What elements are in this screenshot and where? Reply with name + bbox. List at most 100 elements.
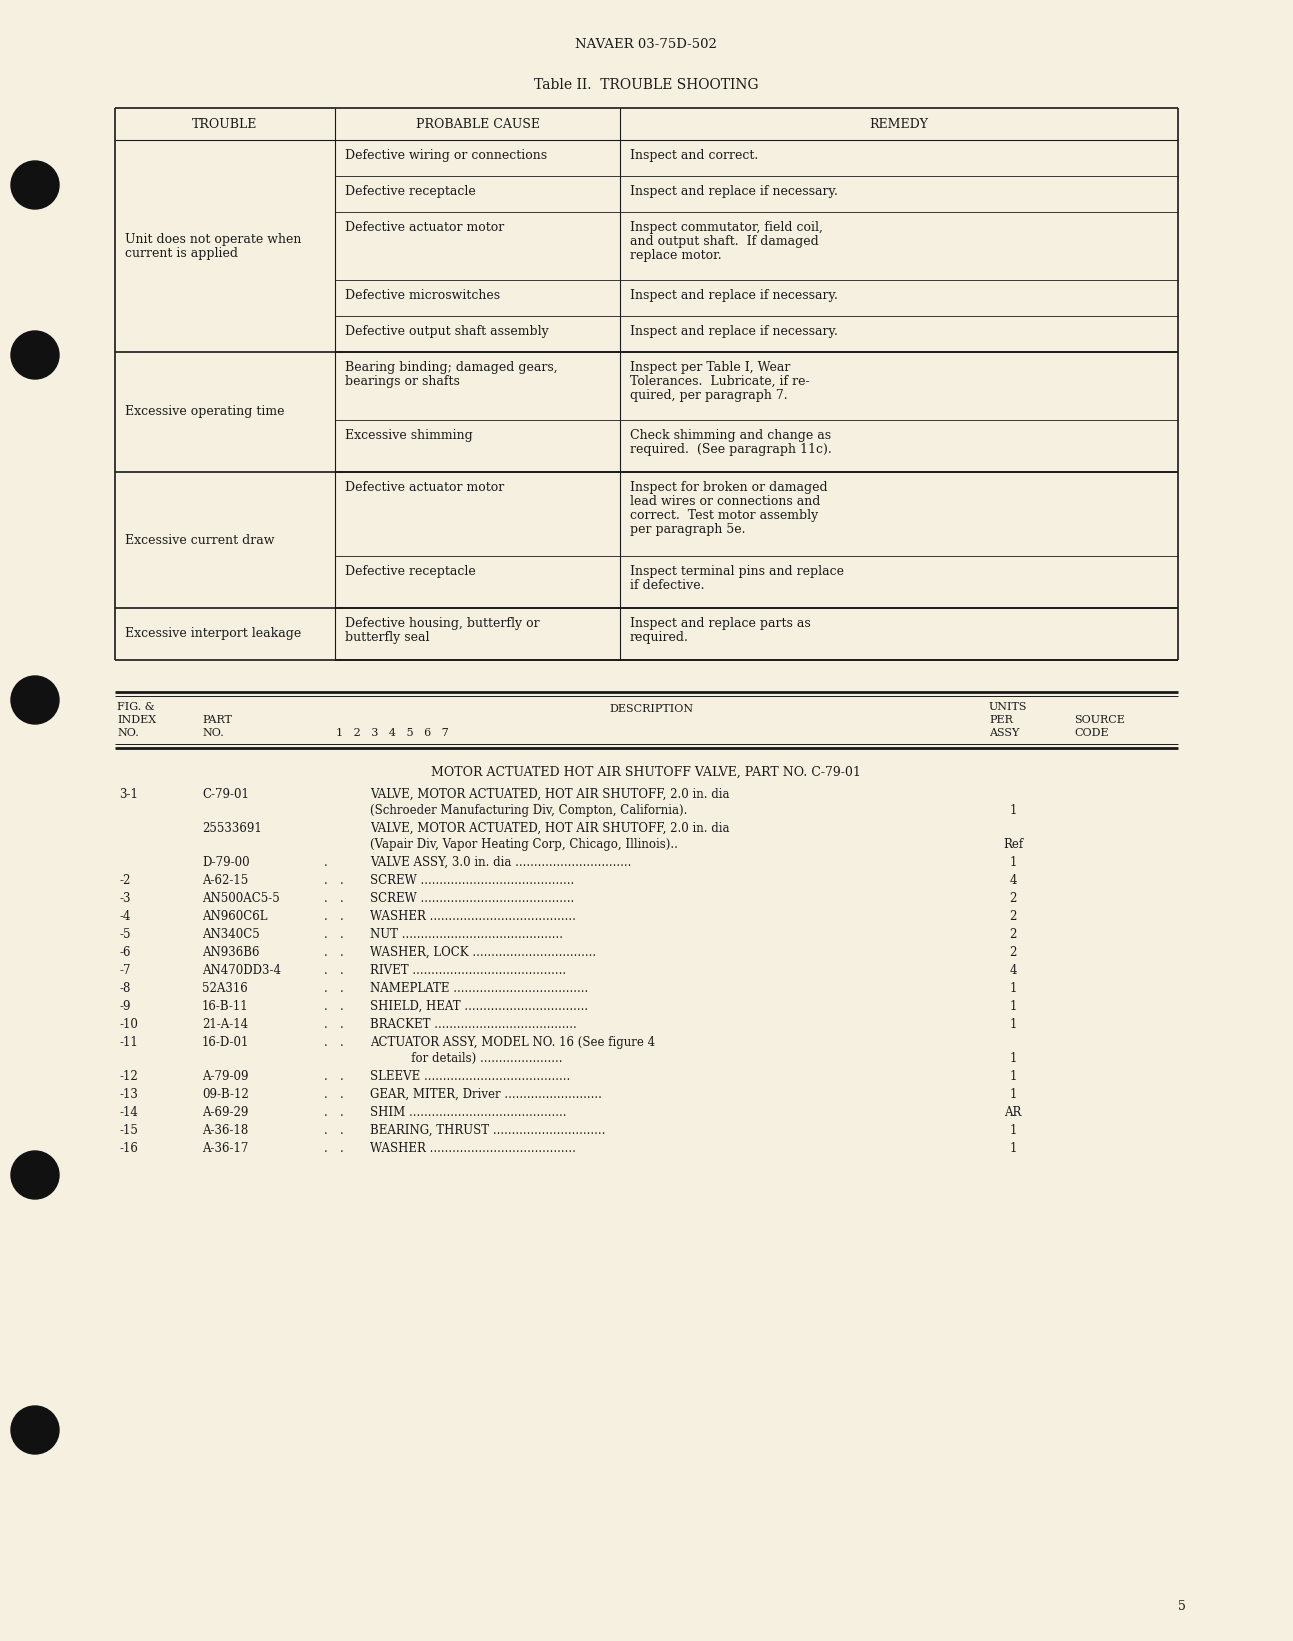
Text: per paragraph 5e.: per paragraph 5e. <box>630 523 746 537</box>
Text: .: . <box>325 1070 327 1083</box>
Text: FIG. &: FIG. & <box>116 702 155 712</box>
Text: NAVAER 03-75D-502: NAVAER 03-75D-502 <box>575 38 716 51</box>
Text: Check shimming and change as: Check shimming and change as <box>630 428 831 441</box>
Circle shape <box>12 161 59 208</box>
Text: D-79-00: D-79-00 <box>202 857 250 870</box>
Text: -7: -7 <box>119 963 131 976</box>
Text: 1: 1 <box>1010 1142 1016 1155</box>
Text: .: . <box>325 1088 327 1101</box>
Text: Excessive current draw: Excessive current draw <box>125 533 274 546</box>
Text: A-69-29: A-69-29 <box>202 1106 248 1119</box>
Text: ASSY: ASSY <box>989 729 1019 738</box>
Text: -13: -13 <box>119 1088 138 1101</box>
Text: 2: 2 <box>1010 929 1016 940</box>
Text: Defective receptacle: Defective receptacle <box>345 565 476 578</box>
Text: REMEDY: REMEDY <box>869 118 928 131</box>
Text: -14: -14 <box>119 1106 138 1119</box>
Text: DESCRIPTION: DESCRIPTION <box>609 704 693 714</box>
Text: AN470DD3-4: AN470DD3-4 <box>202 963 281 976</box>
Circle shape <box>12 1150 59 1200</box>
Text: .: . <box>325 857 327 870</box>
Text: AN936B6: AN936B6 <box>202 945 260 958</box>
Text: required.: required. <box>630 632 689 643</box>
Text: A-36-18: A-36-18 <box>202 1124 248 1137</box>
Text: bearings or shafts: bearings or shafts <box>345 376 460 387</box>
Text: current is applied: current is applied <box>125 246 238 259</box>
Text: .: . <box>325 1106 327 1119</box>
Text: Excessive shimming: Excessive shimming <box>345 428 473 441</box>
Text: Inspect and replace if necessary.: Inspect and replace if necessary. <box>630 325 838 338</box>
Text: WASHER .......................................: WASHER .................................… <box>370 911 575 922</box>
Text: .: . <box>325 929 327 940</box>
Text: -10: -10 <box>119 1017 138 1031</box>
Text: .: . <box>340 945 344 958</box>
Text: -6: -6 <box>119 945 131 958</box>
Text: Bearing binding; damaged gears,: Bearing binding; damaged gears, <box>345 361 557 374</box>
Text: BEARING, THRUST ..............................: BEARING, THRUST ........................… <box>370 1124 605 1137</box>
Text: -15: -15 <box>119 1124 138 1137</box>
Text: Defective wiring or connections: Defective wiring or connections <box>345 149 547 162</box>
Text: Defective output shaft assembly: Defective output shaft assembly <box>345 325 548 338</box>
Text: SHIM ..........................................: SHIM ...................................… <box>370 1106 566 1119</box>
Text: and output shaft.  If damaged: and output shaft. If damaged <box>630 235 818 248</box>
Text: 5: 5 <box>1178 1600 1186 1613</box>
Text: 1: 1 <box>1010 1052 1016 1065</box>
Text: -2: -2 <box>119 875 131 888</box>
Text: AR: AR <box>1005 1106 1021 1119</box>
Text: replace motor.: replace motor. <box>630 249 721 263</box>
Text: SHIELD, HEAT .................................: SHIELD, HEAT ...........................… <box>370 999 588 1012</box>
Text: AN960C6L: AN960C6L <box>202 911 268 922</box>
Text: Inspect and replace parts as: Inspect and replace parts as <box>630 617 811 630</box>
Text: A-62-15: A-62-15 <box>202 875 248 888</box>
Text: BRACKET ......................................: BRACKET ................................… <box>370 1017 577 1031</box>
Text: .: . <box>340 1124 344 1137</box>
Text: GEAR, MITER, Driver ..........................: GEAR, MITER, Driver ....................… <box>370 1088 601 1101</box>
Text: .: . <box>325 1124 327 1137</box>
Text: NUT ...........................................: NUT ....................................… <box>370 929 562 940</box>
Text: PROBABLE CAUSE: PROBABLE CAUSE <box>415 118 539 131</box>
Text: AN340C5: AN340C5 <box>202 929 260 940</box>
Text: .: . <box>340 999 344 1012</box>
Text: NAMEPLATE ....................................: NAMEPLATE ..............................… <box>370 981 588 994</box>
Text: A-79-09: A-79-09 <box>202 1070 248 1083</box>
Text: Inspect per Table I, Wear: Inspect per Table I, Wear <box>630 361 790 374</box>
Text: Defective microswitches: Defective microswitches <box>345 289 500 302</box>
Text: 1: 1 <box>1010 981 1016 994</box>
Text: SOURCE: SOURCE <box>1074 715 1125 725</box>
Text: .: . <box>325 1142 327 1155</box>
Text: Defective housing, butterfly or: Defective housing, butterfly or <box>345 617 539 630</box>
Text: NO.: NO. <box>116 729 138 738</box>
Text: 25533691: 25533691 <box>202 822 261 835</box>
Text: ACTUATOR ASSY, MODEL NO. 16 (See figure 4: ACTUATOR ASSY, MODEL NO. 16 (See figure … <box>370 1035 656 1049</box>
Text: UNITS: UNITS <box>989 702 1028 712</box>
Text: lead wires or connections and: lead wires or connections and <box>630 496 820 509</box>
Text: Unit does not operate when: Unit does not operate when <box>125 233 301 246</box>
Text: .: . <box>325 963 327 976</box>
Text: -4: -4 <box>119 911 131 922</box>
Text: VALVE, MOTOR ACTUATED, HOT AIR SHUTOFF, 2.0 in. dia: VALVE, MOTOR ACTUATED, HOT AIR SHUTOFF, … <box>370 788 729 801</box>
Text: .: . <box>340 893 344 904</box>
Text: .: . <box>325 875 327 888</box>
Text: 1: 1 <box>1010 1088 1016 1101</box>
Text: 21-A-14: 21-A-14 <box>202 1017 248 1031</box>
Text: Inspect and replace if necessary.: Inspect and replace if necessary. <box>630 289 838 302</box>
Text: RIVET .........................................: RIVET ..................................… <box>370 963 566 976</box>
Text: 09-B-12: 09-B-12 <box>202 1088 248 1101</box>
Text: -5: -5 <box>119 929 131 940</box>
Text: INDEX: INDEX <box>116 715 156 725</box>
Text: .: . <box>340 1035 344 1049</box>
Text: .: . <box>340 1070 344 1083</box>
Text: .: . <box>325 981 327 994</box>
Text: for details) ......................: for details) ...................... <box>370 1052 562 1065</box>
Text: .: . <box>325 911 327 922</box>
Text: .: . <box>325 945 327 958</box>
Text: TROUBLE: TROUBLE <box>193 118 257 131</box>
Text: 1: 1 <box>1010 1070 1016 1083</box>
Text: Inspect terminal pins and replace: Inspect terminal pins and replace <box>630 565 844 578</box>
Text: PER: PER <box>989 715 1012 725</box>
Text: A-36-17: A-36-17 <box>202 1142 248 1155</box>
Text: Table II.  TROUBLE SHOOTING: Table II. TROUBLE SHOOTING <box>534 79 758 92</box>
Text: -16: -16 <box>119 1142 138 1155</box>
Text: PART: PART <box>202 715 231 725</box>
Text: .: . <box>325 1017 327 1031</box>
